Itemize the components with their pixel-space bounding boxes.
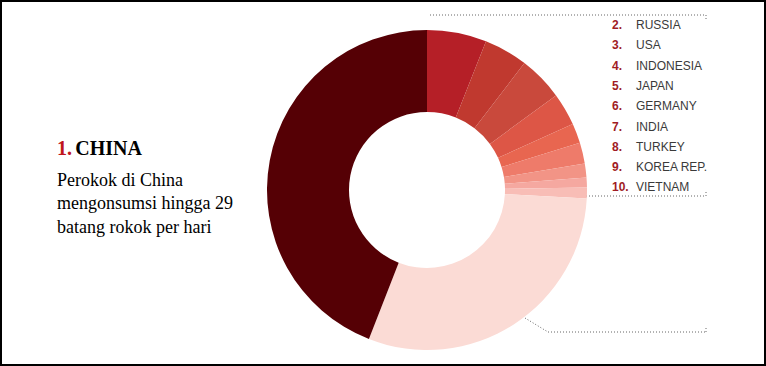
svg-text:KOREA REP.: KOREA REP. [636, 160, 707, 174]
svg-text:USA: USA [636, 38, 661, 52]
svg-text:batang rokok per hari: batang rokok per hari [57, 217, 211, 237]
svg-text:8.: 8. [612, 140, 622, 154]
svg-text:2.: 2. [612, 18, 622, 32]
svg-text:5.: 5. [612, 79, 622, 93]
svg-text:GERMANY: GERMANY [636, 99, 697, 113]
svg-text:3.: 3. [612, 38, 622, 52]
svg-text:JAPAN: JAPAN [636, 79, 674, 93]
svg-text:VIETNAM: VIETNAM [636, 180, 689, 194]
svg-text:TURKEY: TURKEY [636, 140, 685, 154]
svg-text:9.: 9. [612, 160, 622, 174]
svg-text:10.: 10. [612, 180, 629, 194]
svg-text:mengonsumsi hingga 29: mengonsumsi hingga 29 [57, 193, 238, 213]
svg-text:RUSSIA: RUSSIA [636, 18, 681, 32]
svg-text:INDIA: INDIA [636, 120, 668, 134]
svg-text:7.: 7. [612, 120, 622, 134]
svg-text:6.: 6. [612, 99, 622, 113]
svg-text:1.: 1. [57, 137, 72, 159]
svg-text:Perokok di China: Perokok di China [57, 170, 188, 190]
svg-text:4.: 4. [612, 59, 622, 73]
svg-text:CHINA: CHINA [75, 137, 142, 159]
svg-text:INDONESIA: INDONESIA [636, 59, 702, 73]
